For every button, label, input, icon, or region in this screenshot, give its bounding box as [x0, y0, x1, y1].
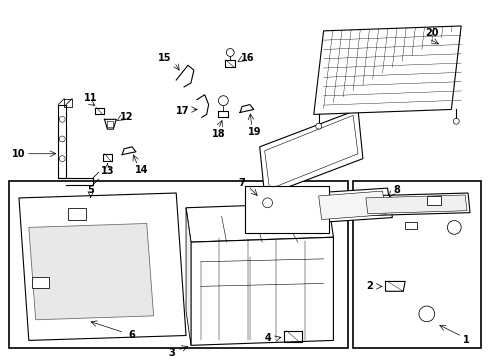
Text: 10: 10: [12, 149, 26, 159]
Polygon shape: [259, 109, 362, 196]
Text: 5: 5: [87, 185, 94, 195]
Text: 11: 11: [84, 93, 97, 103]
Circle shape: [59, 136, 65, 142]
Text: 17: 17: [176, 107, 189, 116]
Polygon shape: [362, 193, 469, 216]
Circle shape: [59, 116, 65, 122]
Text: 9: 9: [258, 193, 264, 203]
Polygon shape: [190, 237, 333, 345]
Text: 20: 20: [424, 28, 438, 38]
Text: 18: 18: [211, 129, 225, 139]
Bar: [352, 181, 480, 348]
Bar: [9, 181, 347, 348]
Text: 6: 6: [128, 330, 135, 341]
Polygon shape: [29, 224, 153, 320]
Text: 14: 14: [135, 165, 148, 175]
Text: 1: 1: [462, 336, 468, 345]
Polygon shape: [185, 203, 333, 242]
Circle shape: [226, 49, 234, 57]
Text: 16: 16: [241, 53, 254, 63]
Polygon shape: [318, 191, 385, 220]
Text: 8: 8: [393, 185, 400, 195]
Polygon shape: [313, 26, 460, 114]
Circle shape: [218, 96, 228, 105]
Bar: [426, 196, 440, 205]
Polygon shape: [19, 193, 185, 341]
Circle shape: [315, 123, 321, 129]
Text: 4: 4: [264, 333, 270, 343]
Text: 7: 7: [238, 178, 245, 188]
Polygon shape: [264, 115, 357, 189]
Circle shape: [418, 306, 434, 322]
Circle shape: [447, 221, 460, 234]
Text: 19: 19: [247, 127, 261, 137]
Bar: [68, 208, 85, 220]
Bar: [32, 276, 49, 288]
Polygon shape: [365, 195, 466, 213]
Circle shape: [452, 118, 458, 124]
Text: 3: 3: [167, 348, 174, 358]
Text: 13: 13: [101, 166, 114, 176]
Bar: [244, 186, 328, 233]
Polygon shape: [313, 188, 391, 222]
Polygon shape: [185, 208, 190, 345]
Circle shape: [59, 156, 65, 162]
Text: 15: 15: [157, 53, 171, 63]
Circle shape: [262, 198, 272, 208]
Bar: [405, 221, 416, 229]
Text: 12: 12: [120, 112, 134, 122]
Text: 2: 2: [366, 282, 372, 291]
